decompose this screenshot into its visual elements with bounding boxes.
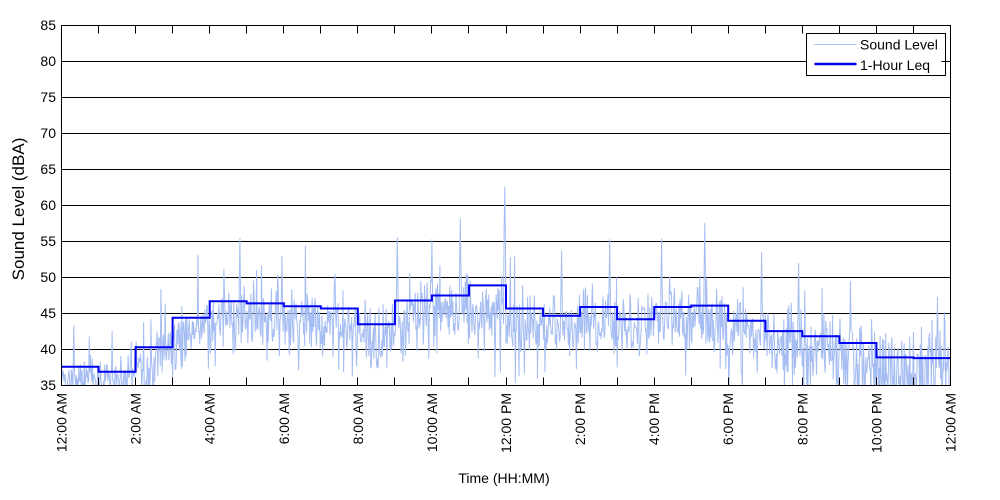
svg-text:50: 50: [40, 269, 56, 285]
svg-text:45: 45: [40, 305, 56, 321]
svg-text:Sound Level: Sound Level: [860, 37, 938, 53]
svg-text:Sound Level (dBA): Sound Level (dBA): [9, 138, 28, 281]
svg-text:6:00 AM: 6:00 AM: [276, 393, 292, 444]
svg-text:8:00 AM: 8:00 AM: [350, 393, 366, 444]
svg-text:70: 70: [40, 125, 56, 141]
svg-text:10:00 PM: 10:00 PM: [868, 393, 884, 453]
svg-text:65: 65: [40, 161, 56, 177]
svg-text:80: 80: [40, 53, 56, 69]
svg-text:55: 55: [40, 233, 56, 249]
svg-text:35: 35: [40, 377, 56, 393]
svg-text:4:00 PM: 4:00 PM: [646, 393, 662, 445]
svg-text:1-Hour Leq: 1-Hour Leq: [860, 57, 930, 73]
svg-text:40: 40: [40, 341, 56, 357]
svg-text:60: 60: [40, 197, 56, 213]
svg-text:8:00 PM: 8:00 PM: [794, 393, 810, 445]
svg-text:Time (HH:MM): Time (HH:MM): [458, 470, 549, 486]
svg-text:4:00 AM: 4:00 AM: [202, 393, 218, 444]
svg-text:6:00 PM: 6:00 PM: [720, 393, 736, 445]
svg-text:2:00 AM: 2:00 AM: [128, 393, 144, 444]
svg-text:85: 85: [40, 17, 56, 33]
svg-text:75: 75: [40, 89, 56, 105]
svg-text:10:00 AM: 10:00 AM: [424, 393, 440, 452]
svg-text:12:00 PM: 12:00 PM: [498, 393, 514, 453]
svg-text:12:00 AM: 12:00 AM: [943, 393, 959, 452]
svg-text:12:00 AM: 12:00 AM: [54, 393, 70, 452]
svg-text:2:00 PM: 2:00 PM: [572, 393, 588, 445]
